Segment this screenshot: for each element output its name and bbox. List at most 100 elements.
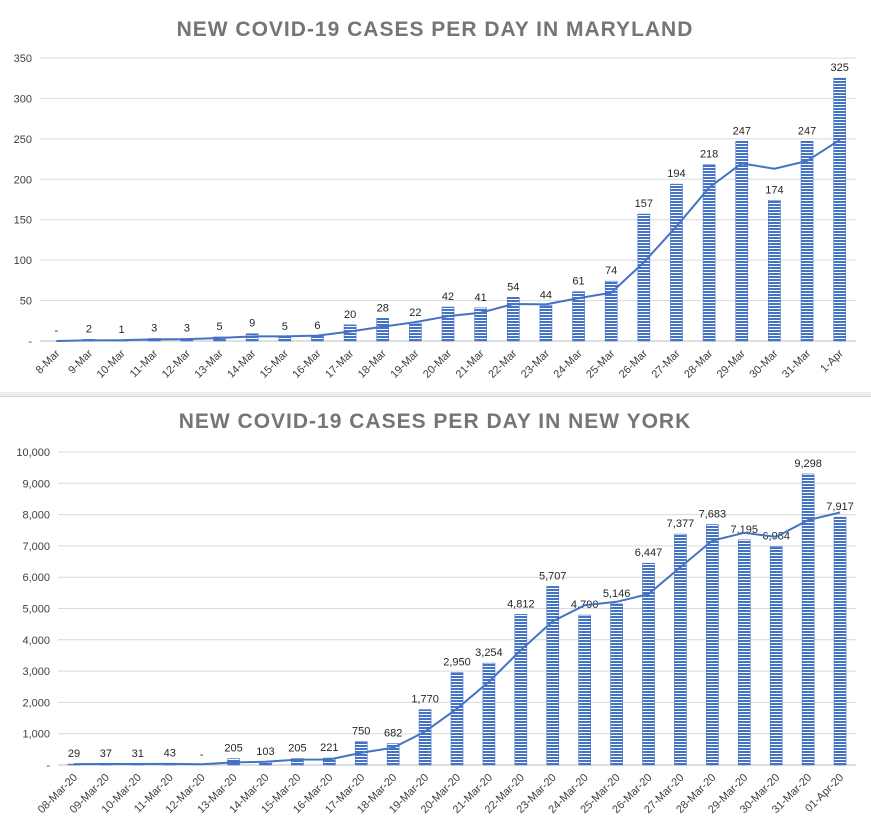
x-tick-label: 21-Mar — [454, 347, 487, 380]
x-tick-label: 23-Mar — [519, 347, 552, 380]
trendline — [56, 139, 841, 342]
data-label: 2 — [86, 323, 92, 335]
x-tick-label: 30-Mar — [747, 347, 780, 380]
x-tick-label: 19-Mar — [388, 347, 421, 380]
x-tick-label: 26-Mar — [617, 347, 650, 380]
data-label: 5 — [216, 321, 222, 333]
data-label: 205 — [224, 743, 242, 755]
data-label: 682 — [384, 728, 402, 740]
maryland-chart: NEW COVID-19 CASES PER DAY IN MARYLAND -… — [14, 18, 856, 381]
bar — [514, 614, 528, 766]
x-tick-label: 8-Mar — [34, 347, 63, 376]
data-label: 218 — [700, 149, 718, 161]
data-label: 6,447 — [635, 547, 663, 559]
y-tick-label: 1,000 — [22, 729, 50, 741]
bar — [311, 335, 324, 342]
bar — [768, 200, 781, 342]
bar — [610, 603, 623, 766]
x-tick-label: 29-Mar — [715, 347, 748, 380]
data-label: 221 — [320, 742, 338, 754]
bar — [409, 322, 422, 342]
data-label: 325 — [831, 62, 849, 74]
bar — [441, 306, 455, 342]
bar — [376, 318, 390, 342]
data-label: 6 — [314, 320, 320, 332]
data-label: 247 — [733, 125, 751, 137]
bar — [737, 539, 751, 766]
x-tick-label: 14-Mar — [225, 347, 258, 380]
data-label: 247 — [798, 125, 816, 137]
data-label: 9,298 — [794, 458, 822, 470]
y-tick-label: - — [46, 760, 50, 772]
y-tick-label: 4,000 — [22, 635, 50, 647]
y-tick-label: 3,000 — [22, 666, 50, 678]
data-label: 44 — [540, 289, 552, 301]
data-label: 7,683 — [699, 509, 727, 521]
data-label: 20 — [344, 309, 356, 321]
chart-title: NEW COVID-19 CASES PER DAY IN MARYLAND — [177, 18, 694, 41]
x-tick-label: 11-Mar — [128, 347, 161, 380]
x-tick-label: 15-Mar — [258, 347, 291, 380]
bar — [769, 546, 783, 766]
y-tick-label: 2,000 — [22, 697, 50, 709]
data-label: 5,146 — [603, 588, 631, 600]
maryland-chart-panel: NEW COVID-19 CASES PER DAY IN MARYLAND -… — [0, 0, 871, 393]
bar — [604, 280, 618, 342]
bar — [706, 524, 719, 766]
data-label: 41 — [475, 292, 487, 304]
new-york-chart: NEW COVID-19 CASES PER DAY IN NEW YORK -… — [16, 410, 856, 816]
x-tick-label: 20-Mar — [421, 347, 454, 380]
data-label: - — [54, 325, 58, 337]
data-label: 22 — [409, 307, 421, 319]
panel-separator — [0, 392, 871, 396]
y-tick-label: 7,000 — [22, 541, 50, 553]
chart-title: NEW COVID-19 CASES PER DAY IN NEW YORK — [179, 410, 692, 433]
bar — [291, 758, 304, 766]
data-label: 103 — [256, 746, 274, 758]
x-tick-label: 12-Mar — [160, 347, 193, 380]
data-label: 5,707 — [539, 570, 567, 582]
data-label: 43 — [164, 748, 176, 760]
data-label: 28 — [377, 302, 389, 314]
data-label: 1,770 — [411, 694, 439, 706]
bar — [482, 662, 496, 766]
data-label: 29 — [68, 748, 80, 760]
data-label: 174 — [765, 184, 783, 196]
data-label: 42 — [442, 291, 454, 303]
bar — [506, 297, 520, 342]
y-tick-label: 350 — [14, 53, 32, 65]
data-label: 31 — [132, 748, 144, 760]
y-tick-label: 10,000 — [16, 447, 50, 459]
data-label: 7,377 — [667, 518, 695, 530]
x-tick-label: 16-Mar — [290, 347, 323, 380]
x-tick-label: 28-Mar — [682, 347, 715, 380]
bar — [450, 672, 464, 766]
data-label: 61 — [572, 276, 584, 288]
data-label: 750 — [352, 726, 370, 738]
trendline — [73, 511, 841, 766]
y-tick-label: 6,000 — [22, 572, 50, 584]
data-label: 4,812 — [507, 598, 535, 610]
data-label: 2,950 — [443, 657, 471, 669]
data-label: 157 — [635, 198, 653, 210]
bar — [539, 305, 553, 342]
data-label: 3 — [151, 323, 157, 335]
data-label: 9 — [249, 318, 255, 330]
data-label: 194 — [667, 168, 685, 180]
y-tick-label: 8,000 — [22, 510, 50, 522]
y-tick-label: 5,000 — [22, 604, 50, 616]
bar — [833, 77, 846, 342]
x-tick-label: 25-Mar — [584, 347, 617, 380]
bar — [735, 140, 749, 342]
bar — [546, 586, 560, 766]
data-label: 7,917 — [826, 501, 854, 513]
y-tick-label: 150 — [14, 215, 32, 227]
data-label: 3 — [184, 323, 190, 335]
x-tick-label: 17-Mar — [323, 347, 356, 380]
y-tick-label: 200 — [14, 174, 32, 186]
bar — [323, 757, 336, 766]
x-tick-label: 31-Mar — [780, 347, 813, 380]
data-label: 1 — [119, 324, 125, 336]
x-tick-label: 24-Mar — [552, 347, 585, 380]
bar — [833, 516, 847, 766]
